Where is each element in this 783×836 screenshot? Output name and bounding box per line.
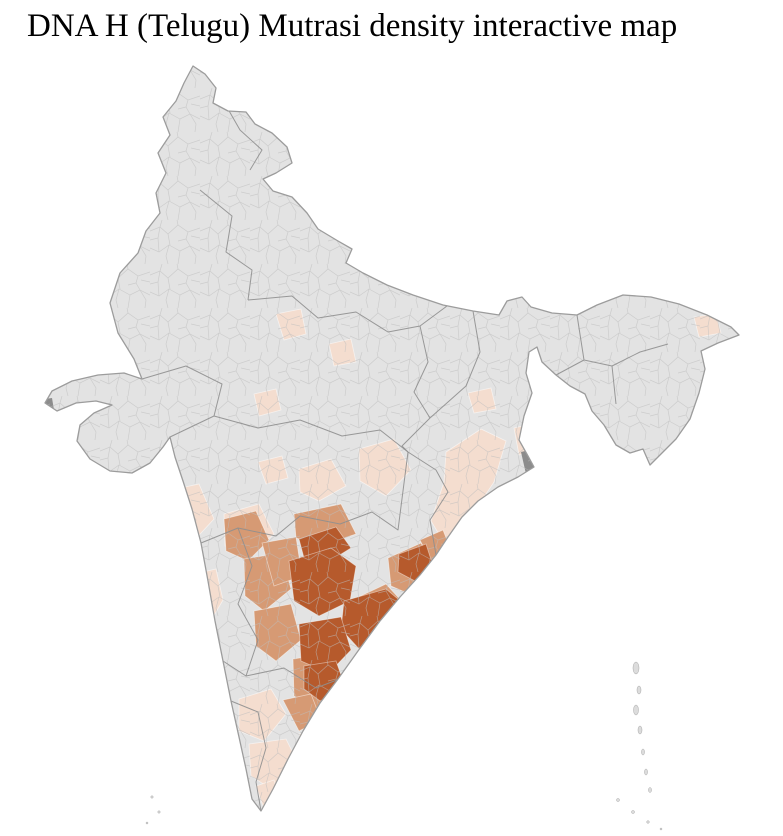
- district[interactable]: [317, 709, 349, 743]
- lakshadweep-islands[interactable]: [145, 795, 161, 825]
- district[interactable]: [298, 726, 337, 767]
- district[interactable]: [337, 699, 369, 733]
- state-boundaries: [141, 87, 669, 811]
- district[interactable]: [167, 543, 197, 575]
- district-boundaries: [45, 66, 739, 811]
- andaman-nicobar-islands[interactable]: [616, 661, 663, 831]
- map-title: DNA H (Telugu) Mutrasi density interacti…: [27, 8, 678, 44]
